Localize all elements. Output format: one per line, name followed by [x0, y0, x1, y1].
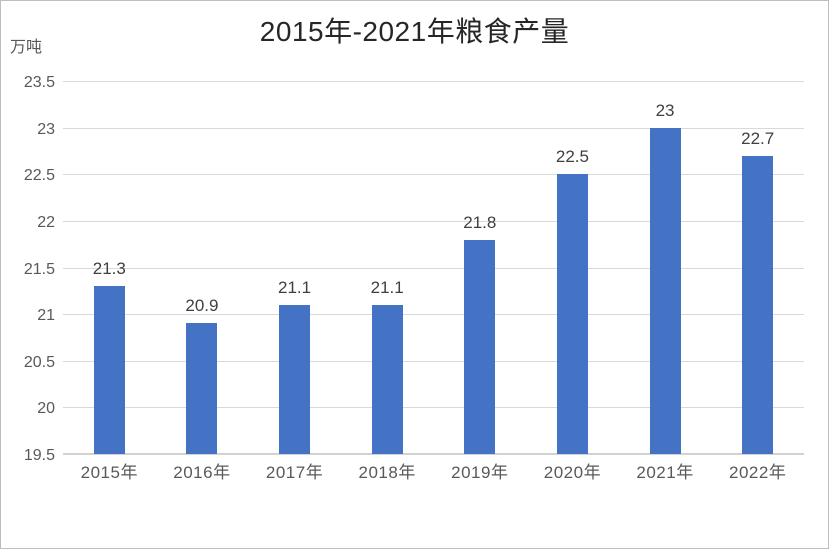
- x-axis-label: 2022年: [729, 463, 787, 482]
- x-axis-label: 2017年: [265, 463, 324, 482]
- x-axis-label: 2019年: [451, 463, 509, 482]
- bar-2018年[interactable]: [371, 304, 403, 454]
- x-axis-line: [63, 453, 804, 455]
- chart-title: 2015年-2021年粮食产量: [259, 16, 570, 47]
- bar-value-label: 22.7: [741, 128, 775, 148]
- y-axis-tick-label: 22: [37, 213, 55, 231]
- bar-value-label: 21.8: [463, 212, 497, 232]
- y-axis-tick-label: 20: [37, 400, 55, 418]
- gridline: [63, 360, 804, 362]
- y-axis-tick-label: 23: [37, 120, 55, 138]
- bar-2021年[interactable]: [649, 127, 681, 454]
- gridline: [63, 174, 804, 176]
- bar-value-label: 22.5: [555, 147, 589, 167]
- gridline: [63, 127, 804, 129]
- bar-2022年[interactable]: [742, 155, 774, 454]
- bar-value-label: 21.3: [92, 259, 126, 279]
- x-axis-label: 2021年: [636, 463, 694, 482]
- gridline: [63, 407, 804, 409]
- bar-value-label: 21.1: [278, 277, 312, 297]
- bar-2016年[interactable]: [186, 323, 218, 454]
- gridline: [63, 314, 804, 316]
- y-axis-tick-label: 22.5: [23, 167, 55, 185]
- y-axis-tick-label: 21: [37, 307, 55, 325]
- y-axis-tick-label: 20.5: [23, 353, 55, 371]
- x-axis-label: 2015年: [80, 463, 138, 482]
- bar-2019年[interactable]: [464, 239, 496, 454]
- y-axis-unit-label: 万吨: [10, 39, 43, 56]
- bar-value-label: 21.1: [370, 277, 404, 297]
- x-axis-label: 2018年: [358, 463, 416, 482]
- bar-2015年[interactable]: [93, 286, 125, 454]
- gridline: [63, 81, 804, 82]
- bar-2017年[interactable]: [279, 304, 311, 454]
- gridline: [63, 220, 804, 222]
- bar-2020年[interactable]: [556, 174, 588, 454]
- y-axis-tick-label: 21.5: [23, 260, 55, 278]
- x-axis-label: 2020年: [543, 463, 602, 482]
- x-axis-label: 2016年: [173, 463, 231, 482]
- gridline: [63, 267, 804, 269]
- bar-value-label: 20.9: [185, 296, 219, 316]
- y-axis-tick-label: 23.5: [23, 74, 55, 91]
- bar-value-label: 23: [655, 100, 675, 120]
- y-axis-tick-label: 19.5: [23, 447, 55, 464]
